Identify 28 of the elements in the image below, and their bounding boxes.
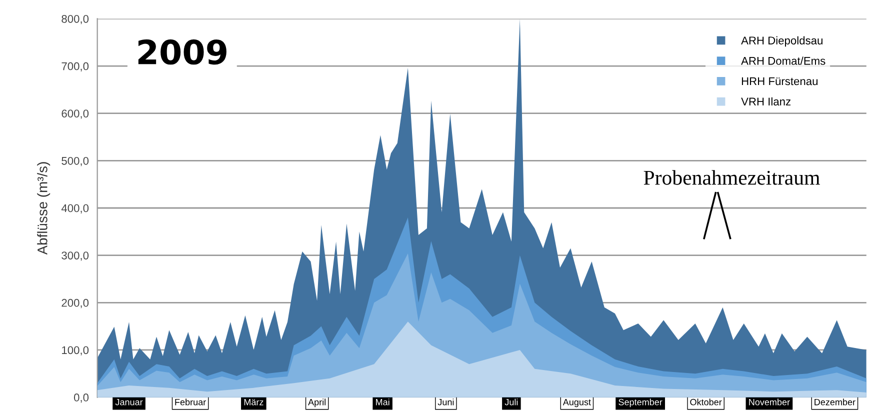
x-tick-label: Oktober <box>690 398 722 406</box>
y-tick-label: 500,0 <box>62 156 89 166</box>
y-axis-title: Abflüsse (m³/s) <box>37 162 50 255</box>
y-tick-label: 100,0 <box>62 346 89 356</box>
legend-label: VRH Ilanz <box>741 97 791 106</box>
x-tick-label: April <box>308 398 326 408</box>
annotation: Probenahmezeitraum <box>644 170 820 185</box>
x-tick-label: Dezember <box>814 398 856 406</box>
chart-title: 2009 <box>138 39 226 65</box>
y-tick-label: 0,0 <box>74 394 89 403</box>
y-tick-label: 200,0 <box>62 298 89 308</box>
y-tick-label: 300,0 <box>62 252 89 261</box>
y-tick-label: 700,0 <box>62 62 89 72</box>
x-tick-label: Januar <box>115 399 143 406</box>
y-tick-label: 400,0 <box>61 204 89 214</box>
x-tick-label: Mai <box>376 398 390 406</box>
x-tick-label: März <box>244 399 264 406</box>
legend-label: HRH Fürstenau <box>742 77 818 86</box>
x-tick-label: November <box>749 398 790 406</box>
x-tick-label: Juni <box>438 398 454 406</box>
legend-label: ARH Diepoldsau <box>741 36 822 47</box>
y-tick-label: 800,0 <box>62 14 89 24</box>
x-tick-label: August <box>562 399 591 408</box>
x-tick-label: Juli <box>504 398 518 406</box>
x-tick-label: September <box>618 398 662 408</box>
legend-label: ARH Domat/Ems <box>741 56 826 65</box>
x-tick-label: Februar <box>175 398 206 406</box>
y-tick-label: 600,0 <box>62 110 89 119</box>
